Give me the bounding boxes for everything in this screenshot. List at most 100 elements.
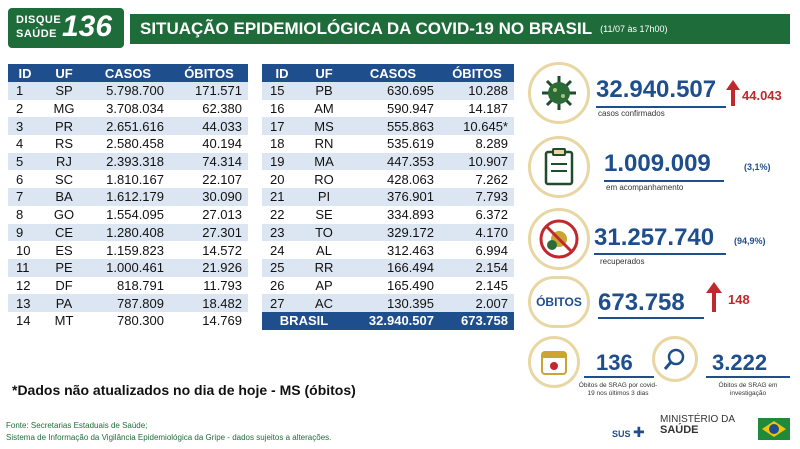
table-row: 26 AP 165.490 2.145	[262, 277, 514, 295]
cell-uf: TO	[302, 223, 346, 242]
cell-uf: DF	[55, 277, 73, 293]
table-row: 15 PB 630.695 10.288	[262, 82, 514, 100]
cell-id: 16	[270, 101, 285, 117]
cell-uf: PB	[302, 82, 346, 100]
cell-obitos: 7.793	[440, 188, 514, 206]
cell-uf: RN	[314, 136, 334, 152]
cell-uf: MA	[302, 152, 346, 171]
cell-uf: GO	[53, 207, 75, 223]
cell-obitos: 7.262	[475, 171, 508, 187]
cell-casos: 1.810.167	[106, 171, 164, 187]
page-title: SITUAÇÃO EPIDEMIOLÓGICA DA COVID-19 NO B…	[140, 19, 593, 38]
table-row: 4 RS 2.580.458 40.194	[8, 135, 248, 153]
cell-uf: CE	[42, 223, 86, 242]
cell-id: 7	[8, 188, 42, 206]
table-body-right: 15 PB 630.695 10.288 16 AM 590.947 14.187 17 MS 55…	[262, 82, 514, 312]
cell-uf: MS	[302, 117, 346, 136]
confirmed-label: casos confirmados	[598, 109, 665, 118]
cell-casos: 447.353	[346, 152, 440, 171]
cell-uf: MG	[53, 101, 75, 117]
cell-id: 13	[8, 294, 42, 312]
cell-casos: 818.791	[117, 277, 164, 293]
cell-uf: BA	[42, 188, 86, 206]
total-obitos: 673.758	[440, 311, 514, 330]
crossed-virus-icon	[539, 219, 579, 259]
srag-investigation-underline	[706, 376, 790, 378]
cell-casos: 312.463	[387, 242, 434, 258]
cell-obitos: 44.033	[170, 117, 248, 136]
table-row: 2 MG 3.708.034 62.380	[8, 100, 248, 118]
cell-obitos: 2.145	[475, 277, 508, 293]
virus-icon	[542, 76, 576, 110]
cell-obitos: 62.380	[202, 101, 242, 117]
ministerio-line2: SAÚDE	[660, 424, 699, 436]
brazil-flag-icon	[758, 418, 790, 440]
cell-obitos: 40.194	[202, 136, 242, 152]
cell-uf: PI	[302, 188, 346, 206]
logo-number: 136	[62, 10, 113, 43]
cell-casos: 1.612.179	[86, 188, 170, 206]
cell-obitos: 21.926	[170, 258, 248, 277]
cell-casos: 787.809	[86, 294, 170, 312]
total-row: BRASIL 32.940.507 673.758	[262, 311, 514, 330]
cell-casos: 5.798.700	[86, 82, 170, 100]
plus-icon: ✚	[633, 424, 645, 440]
cell-id: 17	[262, 117, 302, 136]
table-row: 14 MT 780.300 14.769	[8, 312, 248, 330]
table-row: 13 PA 787.809 18.482	[8, 294, 248, 312]
magnifier-icon	[663, 348, 685, 370]
cell-obitos: 6.372	[475, 207, 508, 223]
srag-deaths-underline	[584, 376, 654, 378]
cell-obitos: 18.482	[170, 294, 248, 312]
cell-id: 1	[8, 82, 42, 100]
cell-uf: RS	[54, 136, 74, 152]
table-row: 27 AC 130.395 2.007	[262, 294, 514, 312]
deaths-value: 673.758	[598, 289, 685, 316]
monitoring-icon-circle	[528, 136, 590, 198]
table-row: 8 GO 1.554.095 27.013	[8, 206, 248, 224]
table-row: 20 RO 428.063 7.262	[262, 170, 514, 188]
table-row: 25 RR 166.494 2.154	[262, 258, 514, 277]
table-row: 6 SC 1.810.167 22.107	[8, 170, 248, 188]
cell-casos: 376.901	[346, 188, 440, 206]
table-row: 21 PI 376.901 7.793	[262, 188, 514, 206]
cell-uf: AL	[316, 242, 332, 258]
cell-uf: MT	[54, 313, 74, 329]
up-arrow-icon	[726, 80, 740, 106]
cell-uf: SE	[315, 207, 333, 223]
source-line2: Sistema de Informação da Vigilância Epid…	[6, 433, 332, 442]
cell-obitos: 74.314	[170, 152, 248, 171]
header-bar: SITUAÇÃO EPIDEMIOLÓGICA DA COVID-19 NO B…	[130, 14, 790, 44]
cell-casos: 1.159.823	[106, 242, 164, 258]
srag-deaths-label: Óbitos de SRAG por covid-19 nos últimos …	[578, 382, 658, 397]
table-row: 18 RN 535.619 8.289	[262, 135, 514, 153]
cell-id: 22	[270, 207, 285, 223]
logo-line2: SAÚDE	[16, 28, 58, 40]
cell-uf: SC	[54, 171, 74, 187]
cell-obitos: 14.572	[202, 242, 242, 258]
table-row: 1 SP 5.798.700 171.571	[8, 82, 248, 100]
recovered-value: 31.257.740	[594, 224, 715, 251]
table-row: 11 PE 1.000.461 21.926	[8, 258, 248, 277]
cell-casos: 1.000.461	[86, 258, 170, 277]
deaths-badge-circle: ÓBITOS	[528, 276, 590, 328]
table-header-row: ID UF CASOS ÓBITOS	[262, 64, 514, 82]
cell-uf: RO	[314, 171, 334, 187]
cell-casos: 630.695	[346, 82, 440, 100]
cell-id: 2	[16, 101, 24, 117]
table-row: 23 TO 329.172 4.170	[262, 223, 514, 242]
cell-id: 6	[16, 171, 24, 187]
cell-obitos: 10.645*	[440, 117, 514, 136]
srag-investigation-value: 3.222	[712, 350, 768, 375]
cell-casos: 329.172	[346, 223, 440, 242]
header-obitos: ÓBITOS	[440, 64, 514, 82]
cell-obitos: 10.907	[440, 152, 514, 171]
recovered-label: recuperados	[600, 257, 645, 266]
cell-id: 25	[262, 258, 302, 277]
header-uf: UF	[302, 64, 346, 82]
cell-id: 9	[8, 223, 42, 242]
srag-investigation-icon-circle	[652, 336, 698, 382]
table-row: 7 BA 1.612.179 30.090	[8, 188, 248, 206]
header-casos: CASOS	[86, 64, 170, 82]
table-row: 17 MS 555.863 10.645*	[262, 117, 514, 136]
